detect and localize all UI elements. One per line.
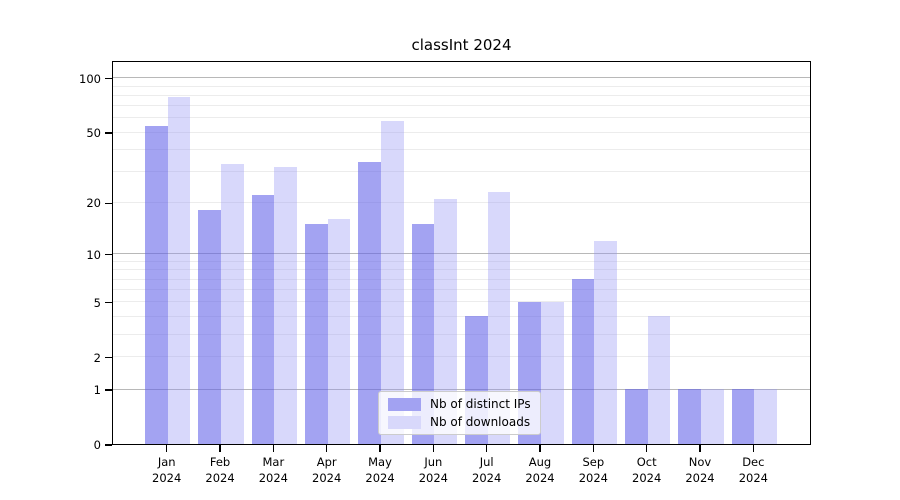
xtick-mark-feb <box>219 445 221 452</box>
ytick-mark-20 <box>105 202 112 204</box>
bar-distinct-ips-jun <box>411 224 435 444</box>
plot-area <box>112 61 811 445</box>
xtick-label-may: May 2024 <box>365 455 395 485</box>
xtick-label-jul: Jul 2024 <box>472 455 502 485</box>
bar-downloads-dec <box>754 389 777 444</box>
ytick-mark-10 <box>105 254 112 256</box>
bar-distinct-ips-nov <box>678 389 701 444</box>
bar-distinct-ips-jan <box>145 126 168 444</box>
bar-distinct-ips-may <box>358 161 381 444</box>
ytick-mark-100 <box>105 78 112 80</box>
gridline-8 <box>113 269 810 271</box>
ytick-label-100: 100 <box>79 71 101 86</box>
ytick-label-2: 2 <box>93 350 101 365</box>
gridline-20 <box>113 201 810 203</box>
xtick-label-nov: Nov 2024 <box>685 455 715 485</box>
ytick-mark-0 <box>105 444 112 446</box>
legend-entry-distinct-ips: Nb of distinct IPs <box>388 397 531 411</box>
legend: Nb of distinct IPs Nb of downloads <box>378 391 541 435</box>
bar-distinct-ips-feb <box>198 210 222 444</box>
legend-label-downloads: Nb of downloads <box>430 415 531 429</box>
bar-downloads-apr <box>327 219 351 444</box>
gridline-80 <box>113 94 810 96</box>
gridline-6 <box>113 289 810 291</box>
bar-downloads-oct <box>647 316 671 444</box>
gridline-50 <box>113 131 810 133</box>
bar-downloads-mar <box>274 166 297 444</box>
bar-downloads-nov <box>701 389 724 444</box>
gridline-90 <box>113 85 810 87</box>
xtick-mark-sep <box>592 445 594 452</box>
gridline-10 <box>113 253 810 255</box>
ytick-label-20: 20 <box>86 196 101 211</box>
ytick-label-1: 1 <box>93 383 101 397</box>
xtick-mark-jul <box>486 445 488 452</box>
bar-distinct-ips-oct <box>625 389 648 444</box>
ytick-mark-50 <box>105 132 112 134</box>
legend-swatch-downloads <box>388 415 421 429</box>
ytick-mark-1 <box>105 389 112 391</box>
gridline-1 <box>113 388 810 390</box>
bar-downloads-jun <box>434 198 457 444</box>
xtick-mark-jun <box>432 445 434 452</box>
xtick-mark-aug <box>539 445 541 452</box>
bar-distinct-ips-dec <box>731 389 755 444</box>
legend-entry-downloads: Nb of downloads <box>388 415 531 429</box>
gridline-7 <box>113 278 810 280</box>
xtick-label-apr: Apr 2024 <box>312 455 342 485</box>
gridline-4 <box>113 315 810 317</box>
xtick-mark-mar <box>272 445 274 452</box>
gridline-2 <box>113 356 810 358</box>
gridline-3 <box>113 333 810 335</box>
xtick-label-jan: Jan 2024 <box>152 455 182 485</box>
xtick-label-aug: Aug 2024 <box>525 455 555 485</box>
gridline-100 <box>113 77 810 79</box>
bar-downloads-sep <box>594 240 617 444</box>
xtick-mark-apr <box>326 445 328 452</box>
bar-distinct-ips-apr <box>305 224 328 444</box>
xtick-label-oct: Oct 2024 <box>632 455 662 485</box>
xtick-label-mar: Mar 2024 <box>258 455 288 485</box>
chart-title: classInt 2024 <box>411 36 512 54</box>
bar-downloads-jul <box>487 191 511 444</box>
bar-downloads-feb <box>221 164 244 444</box>
legend-label-distinct-ips: Nb of distinct IPs <box>430 397 531 411</box>
xtick-label-feb: Feb 2024 <box>205 455 235 485</box>
bar-distinct-ips-mar <box>251 195 275 444</box>
xtick-mark-oct <box>646 445 648 452</box>
gridline-5 <box>113 301 810 303</box>
xtick-mark-nov <box>699 445 701 452</box>
gridline-9 <box>113 260 810 262</box>
gridline-40 <box>113 148 810 150</box>
ytick-label-5: 5 <box>93 295 101 310</box>
xtick-mark-may <box>379 445 381 452</box>
ytick-label-50: 50 <box>86 126 101 141</box>
xtick-label-dec: Dec 2024 <box>738 455 768 485</box>
ytick-label-10: 10 <box>86 247 101 262</box>
xtick-label-sep: Sep 2024 <box>578 455 608 485</box>
gridline-60 <box>113 117 810 119</box>
legend-swatch-distinct-ips <box>388 397 421 411</box>
xtick-label-jun: Jun 2024 <box>418 455 448 485</box>
gridline-30 <box>113 171 810 173</box>
xtick-mark-dec <box>752 445 754 452</box>
ytick-label-0: 0 <box>93 438 101 452</box>
ytick-mark-5 <box>105 302 112 304</box>
gridline-70 <box>113 105 810 107</box>
xtick-mark-jan <box>166 445 168 452</box>
ytick-mark-2 <box>105 357 112 359</box>
bar-downloads-aug <box>541 301 564 444</box>
bar-downloads-jan <box>167 97 191 444</box>
bar-downloads-may <box>381 120 404 444</box>
bar-distinct-ips-sep <box>571 279 595 444</box>
